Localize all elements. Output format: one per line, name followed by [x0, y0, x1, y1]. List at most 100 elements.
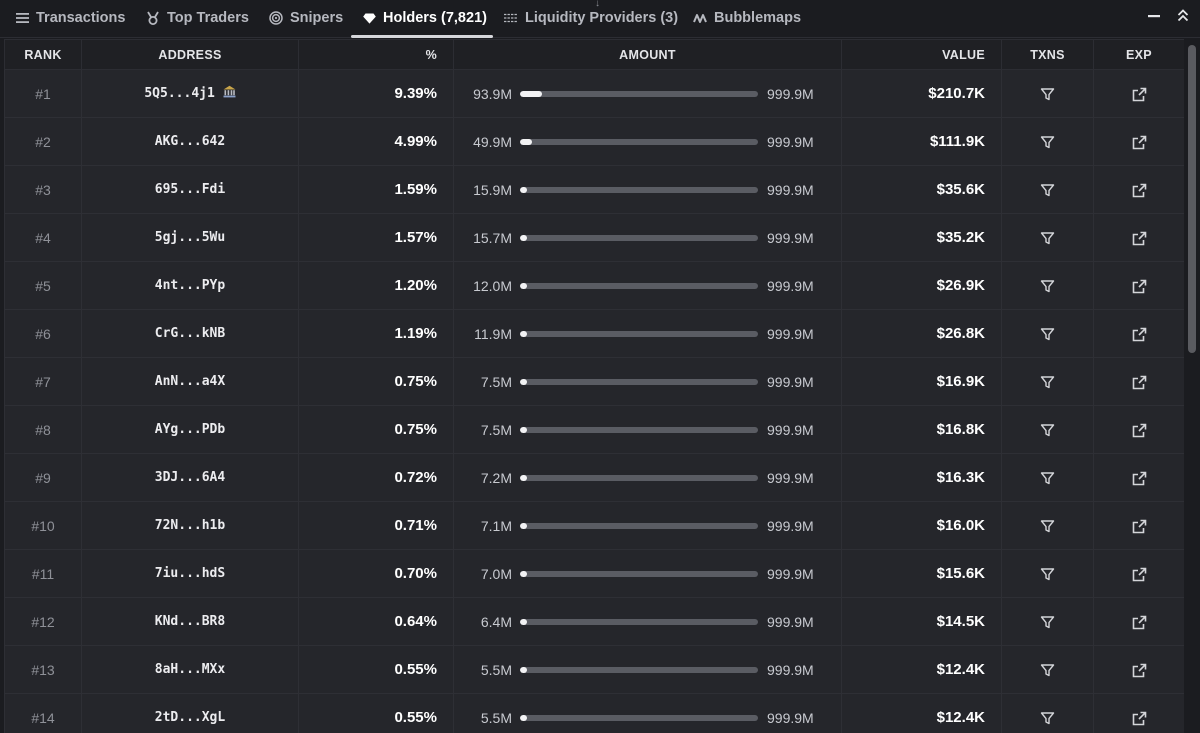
scrollbar-thumb[interactable] [1188, 45, 1196, 353]
filter-icon [1040, 277, 1055, 293]
table-row[interactable]: #13 8aH...MXx 0.55% 5.5M 999.9M $12.4K [4, 645, 1184, 694]
holding-share-bar-fill [520, 426, 528, 433]
table-row[interactable]: #2 AKG...642 4.99% 49.9M 999.9M $111.9K [4, 117, 1184, 166]
explorer-link-button[interactable] [1093, 69, 1184, 118]
holding-share-bar-fill [520, 618, 528, 625]
table-row[interactable]: #6 CrG...kNB 1.19% 11.9M 999.9M $26.8K [4, 309, 1184, 358]
txns-filter-button[interactable] [1001, 69, 1094, 118]
target-icon [269, 11, 283, 25]
tab-snipers[interactable]: Snipers [269, 0, 343, 36]
tab-transactions[interactable]: Transactions [16, 0, 125, 36]
holder-address[interactable]: 695...Fdi [154, 182, 226, 197]
txns-filter-button[interactable] [1001, 165, 1094, 214]
explorer-link-button[interactable] [1093, 309, 1184, 358]
collapse-button[interactable] [1173, 8, 1193, 28]
table-row[interactable]: #8 AYg...PDb 0.75% 7.5M 999.9M $16.8K [4, 405, 1184, 454]
txns-filter-button[interactable] [1001, 549, 1094, 598]
holder-address[interactable]: CrG...kNB [154, 326, 226, 341]
filter-icon [1040, 661, 1055, 677]
holder-address-cell[interactable]: 3DJ...6A4 [81, 453, 299, 502]
txns-filter-button[interactable] [1001, 117, 1094, 166]
holder-address-cell[interactable]: 2tD...XgL [81, 693, 299, 733]
explorer-link-button[interactable] [1093, 405, 1184, 454]
explorer-link-button[interactable] [1093, 549, 1184, 598]
table-row[interactable]: #3 695...Fdi 1.59% 15.9M 999.9M $35.6K [4, 165, 1184, 214]
holder-address[interactable]: 5Q5...4j1 [144, 86, 215, 101]
holder-address-cell[interactable]: 695...Fdi [81, 165, 299, 214]
explorer-link-button[interactable] [1093, 165, 1184, 214]
holder-address-cell[interactable]: 7iu...hdS [81, 549, 299, 598]
holder-address[interactable]: 5gj...5Wu [154, 230, 226, 245]
holder-address-cell[interactable]: KNd...BR8 [81, 597, 299, 646]
holder-address[interactable]: KNd...BR8 [154, 614, 226, 629]
holding-share-bar-fill [520, 186, 528, 193]
tab-bubblemaps[interactable]: Bubblemaps [693, 0, 801, 36]
holder-address-cell[interactable]: 5Q5...4j1 [81, 69, 299, 118]
explorer-link-button[interactable] [1093, 261, 1184, 310]
tab-label: Liquidity Providers (3) [525, 10, 679, 26]
tab-top-traders[interactable]: Top Traders [146, 0, 249, 36]
tab-liquidity-providers[interactable]: Liquidity Providers (3) [504, 0, 678, 36]
holder-address-cell[interactable]: 8aH...MXx [81, 645, 299, 694]
txns-filter-button[interactable] [1001, 357, 1094, 406]
holder-amount-cell: 7.0M 999.9M [453, 549, 842, 598]
explorer-link-button[interactable] [1093, 597, 1184, 646]
tab-holders[interactable]: Holders (7,821) [363, 0, 487, 36]
holder-address[interactable]: AnN...a4X [154, 374, 226, 389]
holder-address-cell[interactable]: 4nt...PYp [81, 261, 299, 310]
table-row[interactable]: #14 2tD...XgL 0.55% 5.5M 999.9M $12.4K [4, 693, 1184, 733]
column-header-address: ADDRESS [81, 39, 299, 70]
txns-filter-button[interactable] [1001, 501, 1094, 550]
holder-percent: 0.72% [298, 453, 454, 502]
holder-address[interactable]: 4nt...PYp [154, 278, 226, 293]
holder-address[interactable]: AKG...642 [154, 134, 226, 149]
holder-address[interactable]: 2tD...XgL [154, 710, 226, 725]
holder-address-cell[interactable]: 72N...h1b [81, 501, 299, 550]
txns-filter-button[interactable] [1001, 309, 1094, 358]
txns-filter-button[interactable] [1001, 693, 1094, 733]
table-row[interactable]: #9 3DJ...6A4 0.72% 7.2M 999.9M $16.3K [4, 453, 1184, 502]
table-row[interactable]: #11 7iu...hdS 0.70% 7.0M 999.9M $15.6K [4, 549, 1184, 598]
txns-filter-button[interactable] [1001, 261, 1094, 310]
txns-filter-button[interactable] [1001, 405, 1094, 454]
holder-address[interactable]: 8aH...MXx [154, 662, 226, 677]
table-row[interactable]: #10 72N...h1b 0.71% 7.1M 999.9M $16.0K [4, 501, 1184, 550]
total-supply: 999.9M [767, 325, 814, 342]
holder-percent: 1.20% [298, 261, 454, 310]
holder-address-cell[interactable]: AnN...a4X [81, 357, 299, 406]
explorer-link-button[interactable] [1093, 213, 1184, 262]
holding-share-bar [520, 474, 758, 481]
holder-amount: 7.2M [480, 469, 512, 486]
explorer-link-button[interactable] [1093, 117, 1184, 166]
scrollbar[interactable] [1186, 39, 1198, 733]
holder-address-cell[interactable]: AYg...PDb [81, 405, 299, 454]
table-row[interactable]: #12 KNd...BR8 0.64% 6.4M 999.9M $14.5K [4, 597, 1184, 646]
holder-address-cell[interactable]: AKG...642 [81, 117, 299, 166]
explorer-link-button[interactable] [1093, 693, 1184, 733]
filter-icon [1040, 613, 1055, 629]
txns-filter-button[interactable] [1001, 453, 1094, 502]
table-row[interactable]: #4 5gj...5Wu 1.57% 15.7M 999.9M $35.2K [4, 213, 1184, 262]
external-link-icon [1132, 517, 1147, 534]
column-header-txns: TXNS [1001, 39, 1094, 70]
table-row[interactable]: #1 5Q5...4j1 9.39% 93.9M 999.9M $210.7K [4, 69, 1184, 118]
holder-address-cell[interactable]: CrG...kNB [81, 309, 299, 358]
explorer-link-button[interactable] [1093, 453, 1184, 502]
txns-filter-button[interactable] [1001, 645, 1094, 694]
explorer-link-button[interactable] [1093, 645, 1184, 694]
explorer-link-button[interactable] [1093, 501, 1184, 550]
explorer-link-button[interactable] [1093, 357, 1184, 406]
holder-address[interactable]: 72N...h1b [154, 518, 226, 533]
table-row[interactable]: #5 4nt...PYp 1.20% 12.0M 999.9M $26.9K [4, 261, 1184, 310]
txns-filter-button[interactable] [1001, 213, 1094, 262]
holder-address[interactable]: 3DJ...6A4 [154, 470, 226, 485]
holder-address[interactable]: AYg...PDb [154, 422, 226, 437]
total-supply: 999.9M [767, 229, 814, 246]
table-row[interactable]: #7 AnN...a4X 0.75% 7.5M 999.9M $16.9K [4, 357, 1184, 406]
holder-address[interactable]: 7iu...hdS [154, 566, 226, 581]
holder-amount: 5.5M [480, 661, 512, 678]
filter-icon [1040, 373, 1055, 389]
holder-address-cell[interactable]: 5gj...5Wu [81, 213, 299, 262]
txns-filter-button[interactable] [1001, 597, 1094, 646]
minimize-button[interactable] [1144, 8, 1164, 28]
